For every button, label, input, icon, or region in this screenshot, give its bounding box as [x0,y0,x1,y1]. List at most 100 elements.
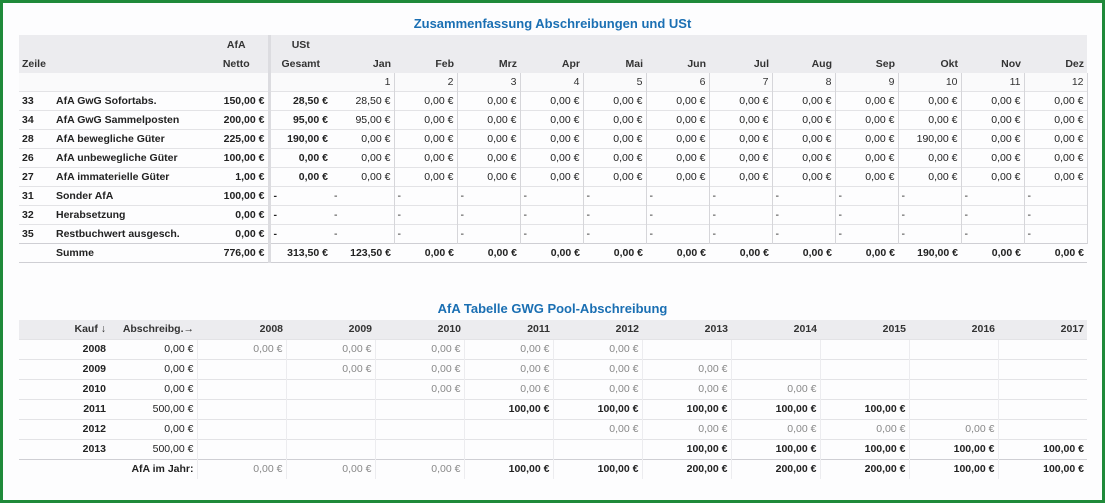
row-month-value: 0,00 € [961,166,1025,186]
pool-row: 2008 0,00 €0,00 €0,00 €0,00 €0,00 €0,00 € [19,338,1087,359]
pool-cell: 100,00 € [641,398,731,419]
header-month-number: 2 [394,73,458,91]
summary-sum-row: Summe 776,00 €313,50 €123,50 €0,00 €0,00 … [19,242,1087,263]
row-month-value: 0,00 € [520,166,584,186]
pool-cell [463,418,553,439]
pool-row-value: 0,00 € [109,378,197,399]
pool-cell [730,338,820,359]
row-label: Restbuchwert ausgesch. [53,223,205,243]
pool-title: AfA Tabelle GWG Pool-Abschreibung [437,301,668,316]
row-month-value: - [961,185,1025,205]
summary-table: AfA USt Zeile Netto Gesamt Jan Feb Mrz Apr Mai Jun… [19,35,1088,263]
pool-cell [285,418,375,439]
pool-cell [374,418,464,439]
row-number: 26 [19,147,53,167]
header-month: Feb [394,54,457,73]
row-month-value: 0,00 € [961,109,1025,129]
row-month-value: 0,00 € [772,147,836,167]
summary-row: 35 Restbuchwert ausgesch. 0,00 € - - - - - - - - - -… [19,223,1088,243]
pool-cell [908,398,998,419]
header-year: 2008 [197,320,286,339]
pool-cell: 0,00 € [285,338,375,359]
row-month-value: 95,00 € [331,109,395,129]
header-blank [457,35,520,54]
pool-cell [819,338,909,359]
row-month-value: 0,00 € [709,128,773,148]
row-ust: 95,00 € [267,109,331,129]
pool-cell: 0,00 € [374,378,464,399]
row-month-value: - [772,185,836,205]
row-month-value: - [772,223,836,243]
header-month-number: 7 [709,73,773,91]
pool-cell: 0,00 € [196,338,286,359]
pool-cell: 100,00 € [730,438,820,459]
row-label: AfA GwG Sofortabs. [53,90,205,110]
row-month-value: 0,00 € [394,90,458,110]
header-month-number: 5 [583,73,647,91]
pool-row: 2011 500,00 €100,00 €100,00 €100,00 €100,… [19,398,1087,419]
row-month-value: - [835,223,899,243]
row-month-value: 0,00 € [835,166,899,186]
pool-cell: 100,00 € [908,438,998,459]
pool-row: 2013 500,00 €100,00 €100,00 €100,00 €100,… [19,438,1087,459]
row-month-value: 0,00 € [457,147,521,167]
row-month-value: 0,00 € [709,147,773,167]
pool-footer-cell: 100,00 € [908,458,998,479]
row-month-value: 0,00 € [772,166,836,186]
pool-cell: 100,00 € [463,398,553,419]
row-netto: 1,00 € [205,166,269,186]
header-month-number: 3 [457,73,521,91]
header-blank [772,35,835,54]
row-month-value: 0,00 € [772,90,836,110]
row-month-value: 0,00 € [583,166,647,186]
header-year: 2010 [375,320,464,339]
row-month-value: 0,00 € [961,90,1025,110]
sum-label: Summe [53,242,205,263]
pool-footer-cell: 200,00 € [641,458,731,479]
sum-netto: 776,00 € [205,242,269,263]
header-blank [583,35,646,54]
row-month-value: - [835,185,899,205]
pool-cell: 0,00 € [552,418,642,439]
pool-footer-cell: 0,00 € [285,458,375,479]
row-netto: 200,00 € [205,109,269,129]
row-month-value: - [457,223,521,243]
row-month-value: 0,00 € [898,109,962,129]
row-month-value: - [709,185,773,205]
header-blank [331,35,394,54]
row-month-value: - [646,185,710,205]
row-month-value: 0,00 € [709,90,773,110]
header-year: 2016 [909,320,998,339]
header-abschreibung: Abschreibg.→ [109,320,197,339]
pool-row: 2009 0,00 €0,00 €0,00 €0,00 €0,00 €0,00 € [19,358,1087,379]
row-month-value: - [520,185,584,205]
row-ust: - [267,223,331,243]
pool-cell [285,398,375,419]
row-month-value: 0,00 € [646,90,710,110]
pool-cell [819,358,909,379]
row-month-value: - [709,204,773,224]
header-blank [898,35,961,54]
pool-cell [997,338,1087,359]
row-month-value: 0,00 € [1024,166,1088,186]
header-month: Mrz [457,54,520,73]
row-month-value: - [1024,204,1088,224]
header-blank [835,35,898,54]
summary-title: Zusammenfassung Abschreibungen und USt [413,16,692,31]
row-netto: 225,00 € [205,128,269,148]
row-month-value: 0,00 € [709,109,773,129]
pool-cell: 0,00 € [374,358,464,379]
pool-cell [908,378,998,399]
row-netto: 0,00 € [205,204,269,224]
row-month-value: 0,00 € [709,166,773,186]
row-month-value: - [583,204,647,224]
pool-cell [196,398,286,419]
header-gesamt: Gesamt [267,54,331,73]
header-year: 2017 [998,320,1087,339]
row-month-value: 190,00 € [898,128,962,148]
header-blank [267,73,331,91]
pool-footer-cell: 0,00 € [374,458,464,479]
pool-cell [819,378,909,399]
header-blank [205,73,269,91]
